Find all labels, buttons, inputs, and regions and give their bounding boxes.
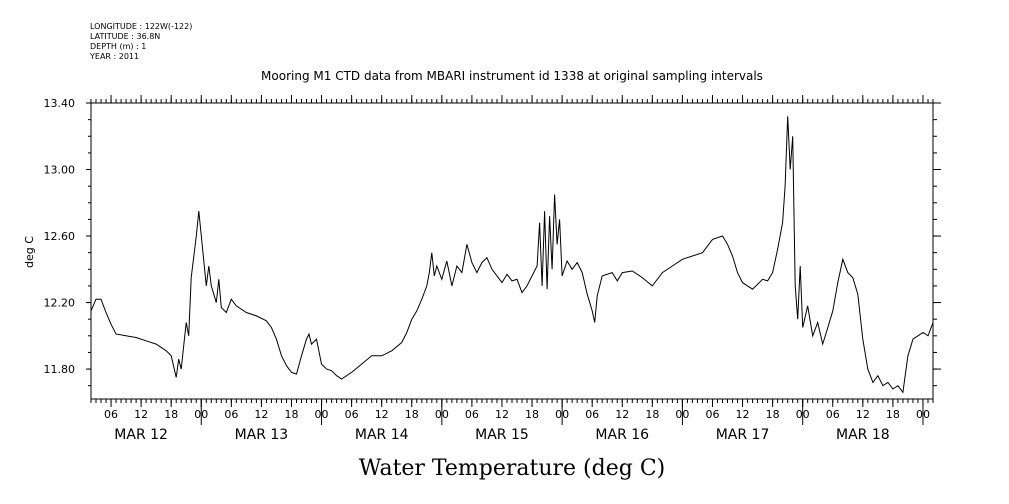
x-hour-label: 12 (375, 408, 389, 421)
x-hour-label: 06 (465, 408, 479, 421)
y-axis: 13.40 13.00 12.60 12.20 11.80 (44, 97, 941, 387)
x-hour-label: 06 (104, 408, 118, 421)
x-hour-label: 18 (525, 408, 539, 421)
y-axis-label: deg C (23, 236, 36, 268)
x-hour-label: 06 (345, 408, 359, 421)
y-tick-label: 13.00 (44, 164, 76, 177)
x-hour-label: 12 (736, 408, 750, 421)
x-hour-label: 12 (615, 408, 629, 421)
x-hour-label: 12 (495, 408, 509, 421)
y-tick-label: 11.80 (44, 363, 76, 376)
x-hour-label: 18 (766, 408, 780, 421)
x-axis-title: Water Temperature (deg C) (359, 456, 666, 481)
depth-text: DEPTH (m) : 1 (90, 42, 147, 51)
x-day-label: MAR 17 (716, 427, 770, 443)
longitude-text: LONGITUDE : 122W(-122) (90, 22, 193, 31)
x-axis: 06 12 18 00 06 12 18 00 06 12 18 00 06 12 18 00 06 12 18 00… (90, 95, 934, 443)
x-hour-label: 12 (856, 408, 870, 421)
x-day-label: MAR 12 (114, 427, 168, 443)
latitude-text: LATITUDE : 36.8N (90, 32, 161, 41)
x-hour-label: 18 (886, 408, 900, 421)
x-hour-label: 18 (284, 408, 298, 421)
x-hour-label: 06 (224, 408, 238, 421)
x-hour-label: 18 (164, 408, 178, 421)
plot-frame (90, 102, 934, 400)
x-day-label: MAR 18 (836, 427, 890, 443)
x-day-label: MAR 16 (595, 427, 649, 443)
y-tick-label: 12.20 (44, 297, 76, 310)
x-hour-label: 18 (405, 408, 419, 421)
metadata-block: LONGITUDE : 122W(-122) LATITUDE : 36.8N … (90, 22, 192, 62)
x-day-label: MAR 13 (235, 427, 289, 443)
x-hour-label: 12 (134, 408, 148, 421)
chart-title: Mooring M1 CTD data from MBARI instrumen… (261, 69, 763, 83)
y-tick-label: 13.40 (44, 97, 76, 110)
x-hour-label: 06 (585, 408, 599, 421)
x-hour-label: 12 (254, 408, 268, 421)
x-hour-label: 18 (645, 408, 659, 421)
x-day-label: MAR 14 (355, 427, 409, 443)
series-line (90, 116, 934, 394)
y-tick-label: 12.60 (44, 230, 76, 243)
x-day-label: MAR 15 (475, 427, 529, 443)
year-text: YEAR : 2011 (90, 52, 140, 61)
x-hour-label: 06 (826, 408, 840, 421)
x-hour-label: 06 (705, 408, 719, 421)
